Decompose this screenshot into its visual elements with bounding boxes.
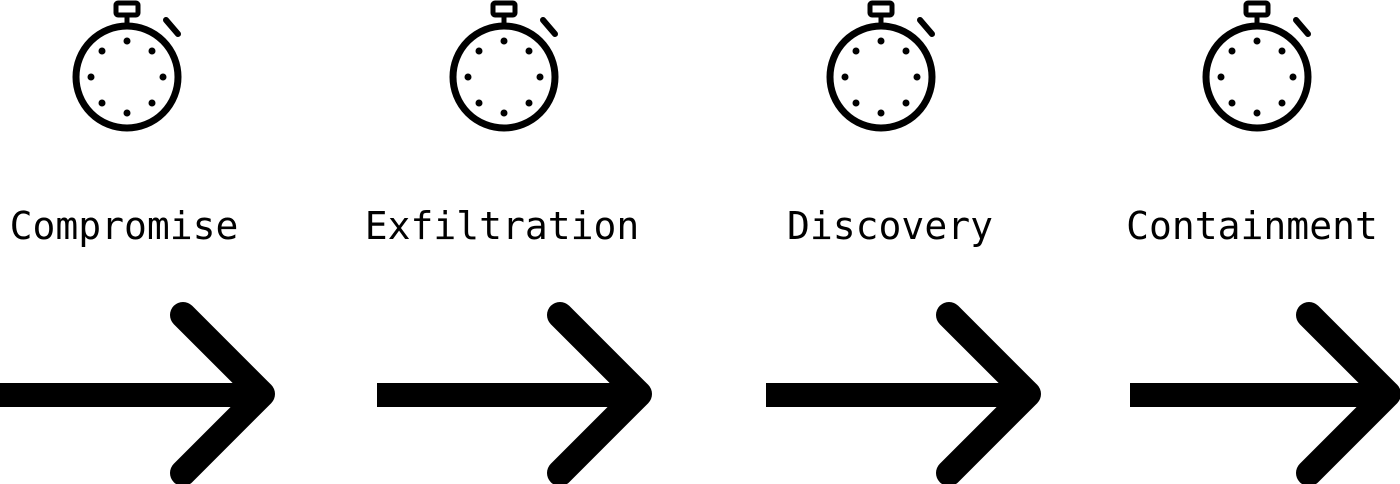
stage-label: Containment bbox=[1126, 204, 1378, 248]
arrow-right-icon bbox=[0, 302, 275, 484]
stage-label: Exfiltration bbox=[364, 204, 640, 248]
stage-compromise: Compromise bbox=[0, 0, 380, 484]
stopwatch-icon bbox=[449, 0, 559, 132]
stage-discovery: Discovery bbox=[766, 0, 1041, 484]
stopwatch-icon bbox=[826, 0, 936, 132]
stage-label: Compromise bbox=[9, 204, 239, 248]
stopwatch-icon bbox=[1202, 0, 1312, 132]
stage-exfiltration: Exfiltration bbox=[364, 0, 652, 484]
stage-label: Discovery bbox=[787, 204, 993, 248]
arrow-right-icon bbox=[377, 302, 652, 484]
arrow-right-icon bbox=[766, 302, 1041, 484]
stopwatch-icon bbox=[72, 0, 182, 132]
arrow-right-icon bbox=[1130, 302, 1400, 484]
